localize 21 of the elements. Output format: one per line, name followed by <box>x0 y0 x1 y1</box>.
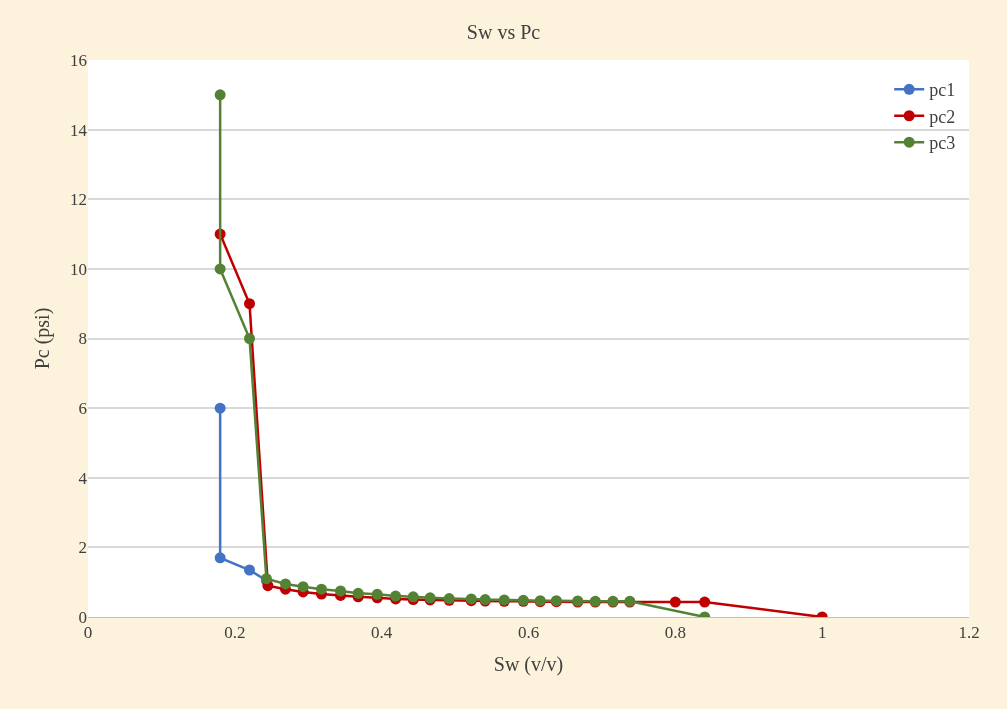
y-tick-label: 0 <box>78 607 87 627</box>
x-tick-label: 1 <box>817 623 827 643</box>
legend-label: pc3 <box>929 133 956 154</box>
y-tick-label: 6 <box>78 399 87 419</box>
y-tick-label: 16 <box>70 50 87 70</box>
y-tick-label: 8 <box>78 329 87 349</box>
y-tick-label: 10 <box>70 259 87 279</box>
chart-title: Sw vs Pc <box>466 20 541 43</box>
x-tick-label: 1.2 <box>958 623 980 643</box>
legend-label: pc2 <box>929 106 956 127</box>
y-tick-label: 2 <box>78 538 87 558</box>
y-tick-label: 14 <box>70 120 88 140</box>
y-tick-label: 4 <box>78 468 88 488</box>
x-tick-label: 0.8 <box>664 623 686 643</box>
x-axis-title: Sw (v/v) <box>493 652 564 676</box>
y-tick-label: 12 <box>70 190 87 210</box>
x-tick-label: 0.4 <box>371 623 393 643</box>
legend-label: pc1 <box>929 80 956 101</box>
y-axis-title: Pc (psi) <box>30 307 54 370</box>
x-tick-label: 0.6 <box>517 623 540 643</box>
x-tick-label: 0.2 <box>224 623 246 643</box>
